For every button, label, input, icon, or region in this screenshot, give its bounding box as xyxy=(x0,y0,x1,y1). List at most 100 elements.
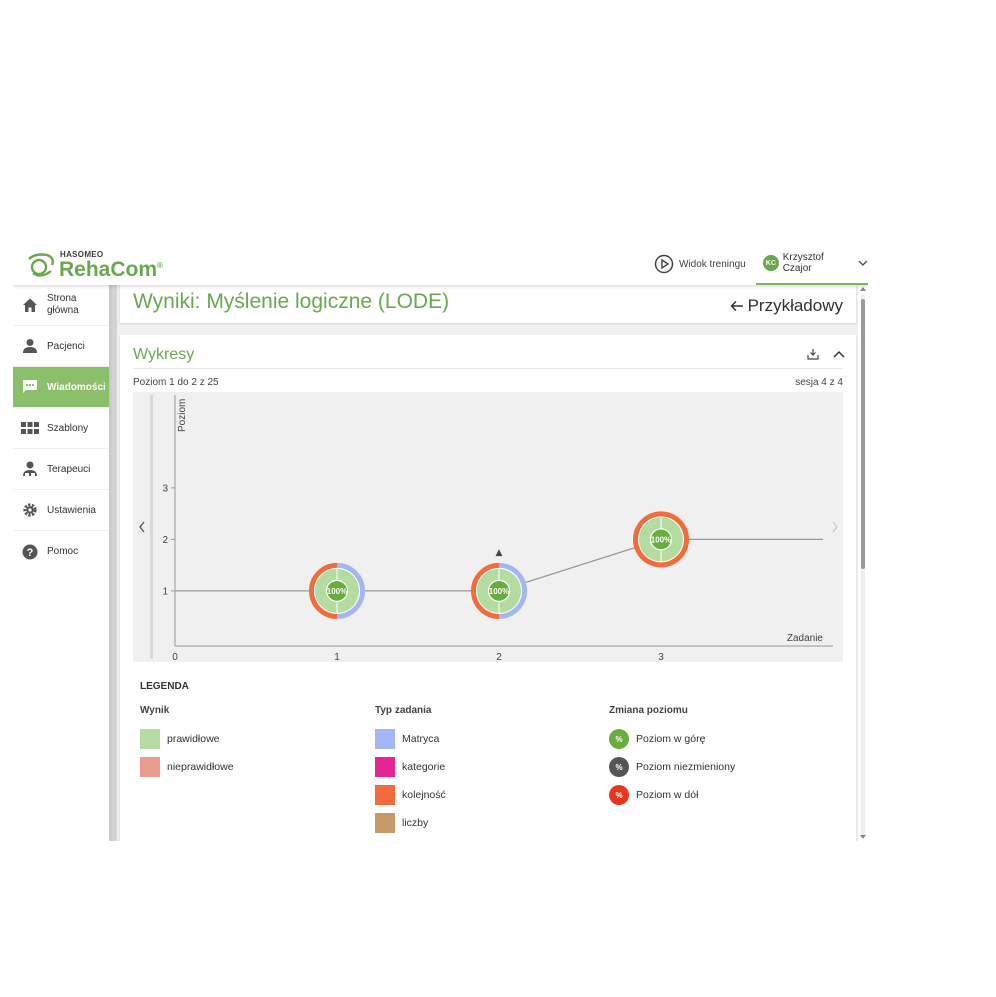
swatch-numbers xyxy=(375,813,395,833)
level-up-badge xyxy=(649,528,673,551)
training-view-label: Widok treningu xyxy=(679,258,746,270)
level-same-badge: % xyxy=(609,757,629,777)
level-up-badge xyxy=(325,579,349,602)
sidebar-item-templates[interactable]: Szablony xyxy=(13,408,109,449)
legend-label: Matryca xyxy=(402,733,440,745)
avatar: KC xyxy=(763,255,779,271)
rehacom-logo[interactable]: Hasomeo RehaCom® xyxy=(25,249,165,281)
sidebar-item-label: Terapeuci xyxy=(47,463,91,475)
legend-level-change: Zmiana poziomu % Poziom w górę % Poziom … xyxy=(609,705,735,809)
x-tick-label: 0 xyxy=(172,652,178,662)
legend-task-type-title: Typ zadania xyxy=(375,705,432,716)
legend-label: nieprawidłowe xyxy=(167,761,234,773)
chevron-left-icon xyxy=(139,521,145,533)
task-type-ring-segment xyxy=(309,562,338,619)
point-label: 100% xyxy=(489,587,509,596)
home-icon xyxy=(13,297,47,313)
legend-title: LEGENDA xyxy=(140,681,189,692)
legend-task-type: Typ zadania Matryca kategorie kolejność … xyxy=(375,705,446,837)
sidebar-item-label: Ustawienia xyxy=(47,504,96,516)
brand-product: RehaCom® xyxy=(59,258,163,282)
app-window: Hasomeo RehaCom® Widok treningu KC Krzys… xyxy=(13,243,868,841)
level-down-badge: % xyxy=(609,785,629,805)
gear-icon xyxy=(13,502,47,518)
user-menu[interactable]: KC Krzysztof Czajor xyxy=(756,243,868,285)
y-axis-label: Poziom xyxy=(177,399,188,432)
sidebar-item-label: Pomoc xyxy=(47,546,79,557)
user-name: Krzysztof Czajor xyxy=(782,252,824,274)
scroll-up-arrow-icon[interactable] xyxy=(858,285,868,293)
sidebar-item-label: Wiadomości xyxy=(47,381,106,393)
legend-label: Poziom w dół xyxy=(636,789,699,801)
y-tick-label: 1 xyxy=(162,586,168,597)
person-icon xyxy=(13,338,47,354)
session-text: sesja 4 z 4 xyxy=(795,377,843,388)
scroll-thumb[interactable] xyxy=(861,299,865,569)
top-bar: Hasomeo RehaCom® Widok treningu KC Krzys… xyxy=(13,243,868,285)
sidebar-item-help[interactable]: ? Pomoc xyxy=(13,531,109,572)
training-view-button[interactable]: Widok treningu xyxy=(654,252,746,276)
task-type-ring-segment xyxy=(471,562,500,619)
legend-level-change-title: Zmiana poziomu xyxy=(609,705,688,716)
sidebar-item-settings[interactable]: Ustawienia xyxy=(13,490,109,531)
legend-item: Matryca xyxy=(375,725,446,753)
legend-result: Wynik prawidłowe nieprawidłowe xyxy=(140,705,234,781)
brand-maker: Hasomeo xyxy=(60,250,104,259)
sidebar-item-label: Pacjenci xyxy=(47,340,85,352)
legend-item: % Poziom w dół xyxy=(609,781,735,809)
section-title: Wykresy xyxy=(133,346,195,363)
swatch-order xyxy=(375,785,395,805)
x-tick-label: 3 xyxy=(658,652,664,662)
charts-card: Wykresy Poziom 1 do 2 z 25 sesja 4 z 4 xyxy=(120,335,856,841)
message-icon xyxy=(13,379,47,395)
legend-label: kolejność xyxy=(402,789,446,801)
legend-result-title: Wynik xyxy=(140,705,170,716)
download-icon[interactable] xyxy=(807,348,819,360)
chart-nav-next[interactable] xyxy=(832,521,838,533)
swatch-categories xyxy=(375,757,395,777)
swatch-matrix xyxy=(375,729,395,749)
legend-label: kategorie xyxy=(402,761,446,773)
legend-label: Poziom w górę xyxy=(636,733,706,745)
sidebar-item-patients[interactable]: Pacjenci xyxy=(13,326,109,367)
sidebar-item-label: Szablony xyxy=(47,422,89,434)
x-tick-label: 1 xyxy=(334,652,340,662)
sidebar-item-home[interactable]: Strona główna xyxy=(13,285,109,326)
chevron-down-icon xyxy=(858,260,868,266)
legend-item: nieprawidłowe xyxy=(140,753,234,781)
help-icon: ? xyxy=(13,544,47,560)
legend-label: prawidłowe xyxy=(167,733,220,745)
level-up-badge xyxy=(487,579,511,602)
grid-icon xyxy=(13,422,47,434)
sidebar-item-label: Strona główna xyxy=(47,293,79,316)
legend-item: kolejność xyxy=(375,781,446,809)
chart-left-rail xyxy=(150,395,153,659)
page-header: Wyniki: Myślenie logiczne (LODE) Przykła… xyxy=(120,285,856,323)
sidebar: Strona główna Pacjenci Wiadomości Szablo… xyxy=(13,285,109,841)
y-tick-label: 3 xyxy=(162,483,168,494)
legend-item: % Poziom w górę xyxy=(609,725,735,753)
legend-item: prawidłowe xyxy=(140,725,234,753)
y-tick-label: 2 xyxy=(162,535,168,546)
chevron-up-icon[interactable] xyxy=(833,350,845,358)
back-link-label: Przykładowy xyxy=(747,296,843,315)
level-chart: Poziom Zadanie 1 2 3 0 1 2 3 100% 100% ▲ 100% xyxy=(139,395,838,663)
sidebar-item-messages[interactable]: Wiadomości xyxy=(13,367,109,408)
page-title: Wyniki: Myślenie logiczne (LODE) xyxy=(133,290,450,313)
therapist-icon xyxy=(13,461,47,477)
scroll-down-arrow-icon[interactable] xyxy=(858,833,868,841)
current-task-marker: ▲ xyxy=(496,548,503,558)
sidebar-item-therapists[interactable]: Terapeuci xyxy=(13,449,109,490)
level-up-badge: % xyxy=(609,729,629,749)
card-actions xyxy=(807,348,845,360)
page-scrollbar[interactable] xyxy=(858,285,868,841)
task-type-ring-segment xyxy=(336,562,365,619)
chart-nav-prev[interactable] xyxy=(139,521,145,533)
back-link[interactable]: Przykładowy xyxy=(730,296,843,316)
swatch-correct xyxy=(140,729,160,749)
legend-item: liczby xyxy=(375,809,446,837)
task-type-ring-segment xyxy=(498,562,527,619)
chevron-right-icon xyxy=(832,521,838,533)
swatch-incorrect xyxy=(140,757,160,777)
sidebar-divider xyxy=(109,285,117,841)
